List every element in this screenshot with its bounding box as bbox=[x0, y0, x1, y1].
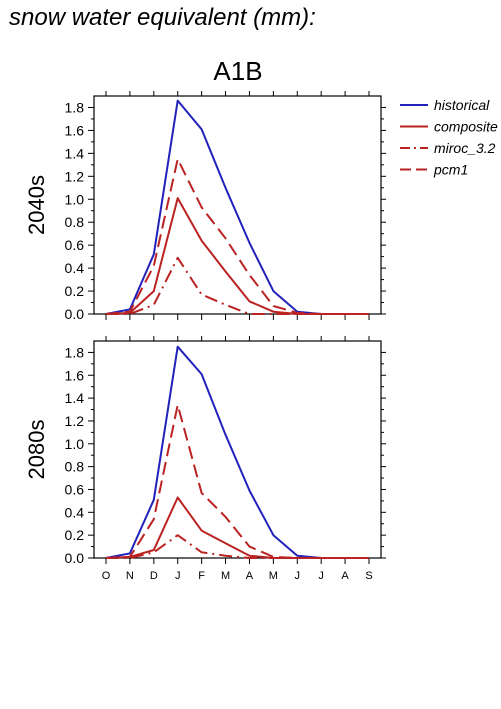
legend-label: miroc_3.2 bbox=[434, 140, 496, 156]
y-tick-label: 1.2 bbox=[65, 168, 85, 184]
y-tick-label: 0.6 bbox=[65, 237, 85, 253]
legend-label: pcm1 bbox=[433, 162, 468, 178]
x-tick-label: O bbox=[102, 570, 111, 582]
x-tick-label: A bbox=[246, 570, 254, 582]
panel-label: 2080s bbox=[24, 420, 49, 480]
y-tick-label: 1.0 bbox=[65, 191, 85, 207]
series-line-composite bbox=[105, 496, 369, 559]
plot-frame bbox=[93, 340, 382, 559]
y-tick-label: 1.8 bbox=[65, 99, 85, 115]
series-line-pcm1 bbox=[105, 158, 369, 315]
legend-label: composite bbox=[434, 119, 498, 135]
x-tick-label: D bbox=[150, 570, 158, 582]
y-tick-label: 1.2 bbox=[65, 413, 85, 429]
legend: historical composite miroc_3.2 pcm1 bbox=[400, 97, 498, 178]
y-tick-label: 1.4 bbox=[65, 145, 85, 161]
x-tick-label: J bbox=[295, 570, 301, 582]
series-line-historical bbox=[105, 345, 369, 559]
panel-2080s: 0.0 0.2 0.4 0.6 0.8 1.0 1.2 1.4 1.6 1.8 O N D J F M A M J J… bbox=[24, 336, 386, 582]
x-tick-label: M bbox=[221, 570, 230, 582]
x-tick-label: A bbox=[341, 570, 349, 582]
y-tick-label: 0.8 bbox=[65, 459, 85, 475]
legend-label: historical bbox=[434, 97, 490, 113]
series-line-miroc-3-2 bbox=[106, 534, 369, 559]
y-tick-label: 0.6 bbox=[65, 481, 85, 497]
chart-panels: 0.00.20.40.60.81.01.21.41.61.82040s0.00.… bbox=[24, 91, 386, 582]
y-tick-label: 0.2 bbox=[65, 527, 85, 543]
y-tick-label: 1.6 bbox=[65, 122, 85, 138]
series-line-pcm1 bbox=[105, 404, 369, 559]
x-tick-label: J bbox=[318, 570, 324, 582]
x-tick-label: S bbox=[365, 570, 372, 582]
x-tick-label: J bbox=[175, 570, 181, 582]
panel-label: 2040s bbox=[24, 175, 49, 235]
x-tick-label: N bbox=[126, 570, 134, 582]
y-tick-label: 0.0 bbox=[65, 306, 85, 322]
y-tick-label: 0.8 bbox=[65, 214, 85, 230]
y-tick-label: 1.0 bbox=[65, 436, 85, 452]
panel-2040s: 0.0 0.2 0.4 0.6 0.8 1.0 1.2 1.4 1.6 1.8 2040s bbox=[24, 91, 386, 322]
y-tick-label: 1.8 bbox=[65, 344, 85, 360]
series-line-composite bbox=[105, 197, 369, 315]
x-tick-label: M bbox=[269, 570, 278, 582]
y-tick-label: 1.6 bbox=[65, 367, 85, 383]
y-tick-label: 0.2 bbox=[65, 283, 85, 299]
plot-frame bbox=[93, 95, 382, 315]
y-tick-label: 0.0 bbox=[65, 550, 85, 566]
x-tick-label: F bbox=[198, 570, 205, 582]
scenario-title: A1B bbox=[213, 56, 262, 86]
y-tick-label: 0.4 bbox=[65, 260, 85, 276]
figure-title: snow water equivalent (mm): bbox=[9, 4, 316, 31]
y-tick-label: 1.4 bbox=[65, 390, 85, 406]
series-line-miroc-3-2 bbox=[106, 256, 369, 315]
y-tick-label: 0.4 bbox=[65, 504, 85, 520]
